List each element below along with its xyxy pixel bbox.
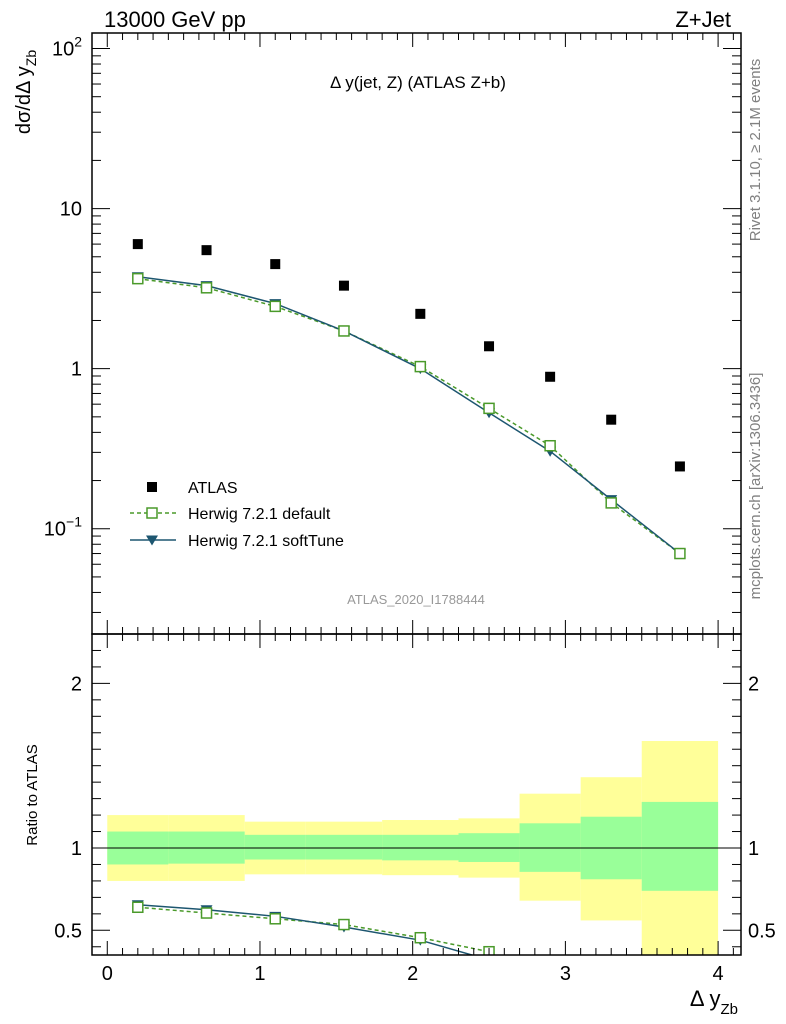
ratio-y-tick-label-left-2: 2 [71,673,82,695]
atlas-data-point [415,308,426,319]
main-y-tick-label-2: 10 [60,199,82,221]
main-y-tick-label-1: 1 [71,359,82,381]
x-tick-label-1: 1 [254,963,265,985]
herwig-default-point [132,272,144,285]
ratio-herwig-default-line [137,906,490,953]
atlas-data-point [132,239,143,250]
atlas-data-point [270,259,281,270]
ratio-y-tick-label-right-0: 0.5 [748,920,776,942]
main-y-tick-exponent: −1 [66,514,82,530]
main-y-tick-base: 10 [44,519,66,541]
ratio-herwig-default-point [200,907,213,919]
ratio-band-inner-3 [305,834,383,860]
ratio-herwig-default-point [132,901,144,914]
herwig-default-point [483,402,495,415]
legend-label-0: ATLAS [188,480,238,497]
ratio-band-inner-8 [641,801,719,891]
atlas-data-point [201,245,212,256]
ratio-frame [91,633,742,956]
herwig-default-point [674,547,686,560]
main-y-tick-base: 1 [71,359,82,381]
main-y-tick-base: 10 [60,199,82,221]
main-y-axis-label: dσ/dΔ yZb [13,50,39,135]
x-label-sub: Zb [720,1001,738,1018]
analysis-watermark: ATLAS_2020_I1788444 [347,592,485,607]
axis-ticks [91,33,741,955]
legend-label-1: Herwig 7.2.1 default [188,506,331,523]
x-tick-label-3: 3 [560,963,571,985]
atlas-data-point [545,371,556,382]
atlas-data-point [674,461,685,472]
herwig-default-point [269,300,281,313]
main-data-marks [131,239,686,560]
svg-text:dσ/dΔ yZb: dσ/dΔ yZb [13,50,39,135]
herwig-default-point [338,325,350,337]
x-axis-label: Δ yZb [690,986,738,1018]
main-y-label-main: dσ/dΔ y [13,66,35,134]
x-tick-label-2: 2 [407,963,418,985]
ratio-y-tick-label-left-1: 1 [71,838,82,860]
atlas-data-point [338,280,349,291]
legend-default-marker [146,507,158,519]
legend-softtune-marker [146,535,158,546]
atlas-data-point [484,341,495,352]
legend-atlas-marker [147,482,157,492]
ratio-herwig-default-point [269,913,281,925]
chart-title: Δ y(jet, Z) (ATLAS Z+b) [330,73,506,92]
herwig-default-point [200,282,213,294]
ratio-y-tick-label-left-0: 0.5 [54,920,82,942]
ratio-panel [92,741,741,955]
main-y-tick-base: 10 [52,39,74,61]
header-right-label: Z+Jet [675,7,731,32]
main-y-tick-exponent: 2 [74,34,82,50]
main-y-tick-label-0: 10−1 [44,514,82,541]
ratio-herwig-default-point [338,918,350,931]
rivet-version-label: Rivet 3.1.10, ≥ 2.1M events [747,59,764,242]
ratio-herwig-softtune-point [483,955,495,965]
panel-frames [91,32,742,956]
ratio-y-tick-label-right-1: 1 [748,838,759,860]
ratio-y-axis-label: Ratio to ATLAS [24,744,41,845]
ratio-band-inner-2 [244,834,306,860]
header-left-label: 13000 GeV pp [104,7,246,32]
x-tick-label-4: 4 [713,963,724,985]
herwig-default-point [544,439,556,452]
ratio-herwig-default-point [414,931,427,944]
atlas-data-point [606,414,617,425]
x-label-main: Δ y [690,986,721,1011]
herwig-default-point [414,360,427,373]
main-y-tick-label-3: 102 [52,34,82,61]
x-tick-label-0: 0 [102,963,113,985]
herwig-default-point [605,497,617,509]
mcplots-source-label: mcplots.cern.ch [arXiv:1306.3436] [747,373,764,600]
legend-label-2: Herwig 7.2.1 softTune [188,533,344,550]
ratio-herwig-softtune-line [137,904,475,955]
main-y-label-sub: Zb [23,50,39,67]
ratio-y-tick-label-right-2: 2 [748,673,759,695]
legend: ATLAS Herwig 7.2.1 default Herwig 7.2.1 so… [130,480,344,550]
